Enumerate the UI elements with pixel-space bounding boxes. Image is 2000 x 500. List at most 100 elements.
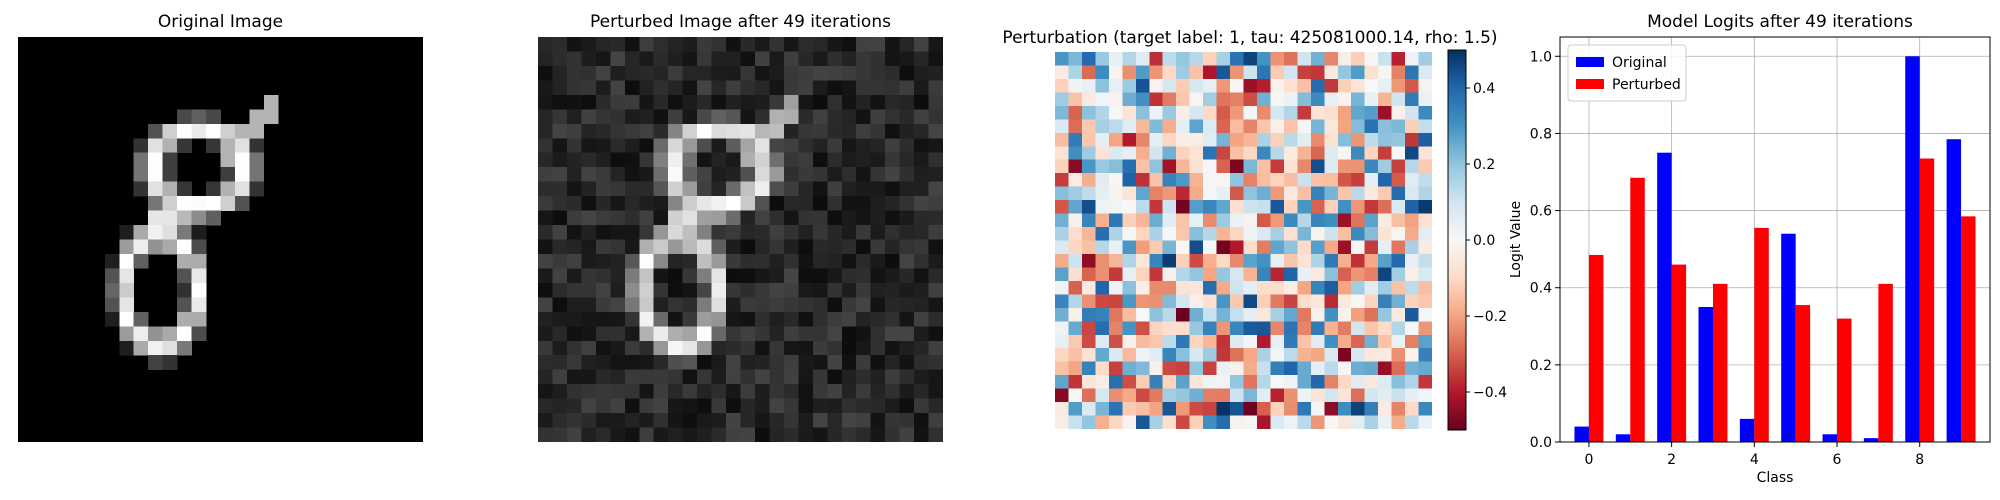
heatmap-cell xyxy=(1391,253,1406,268)
image-pixel xyxy=(711,80,727,96)
heatmap-cell xyxy=(1068,146,1083,160)
heatmap-cell xyxy=(1364,65,1379,80)
image-pixel xyxy=(653,268,669,284)
image-pixel xyxy=(783,355,799,370)
heatmap-cell xyxy=(1256,334,1271,349)
heatmap-cell xyxy=(1122,253,1137,268)
image-pixel xyxy=(624,253,640,269)
image-pixel xyxy=(914,37,929,52)
image-pixel xyxy=(856,225,871,240)
heatmap-cell xyxy=(1364,186,1379,201)
image-pixel xyxy=(624,123,640,139)
image-pixel xyxy=(827,94,843,110)
image-pixel xyxy=(162,123,178,139)
heatmap-cell xyxy=(1230,92,1244,107)
heatmap-cell xyxy=(1068,240,1083,255)
heatmap-cell xyxy=(1176,294,1190,309)
bar-perturbed xyxy=(1961,216,1976,442)
image-pixel xyxy=(928,340,943,356)
heatmap-cell xyxy=(1256,253,1271,268)
image-pixel xyxy=(148,326,163,342)
image-pixel xyxy=(856,109,871,125)
image-pixel xyxy=(711,384,727,399)
image-pixel xyxy=(885,326,900,342)
image-pixel xyxy=(740,181,756,197)
image-pixel xyxy=(538,427,553,442)
image-pixel xyxy=(812,282,828,298)
heatmap-cell xyxy=(1243,92,1258,107)
heatmap-cell xyxy=(1055,173,1069,187)
image-pixel xyxy=(639,94,655,110)
heatmap-cell xyxy=(1324,388,1339,403)
heatmap-cell xyxy=(1230,173,1244,187)
heatmap-cell xyxy=(1391,227,1406,241)
image-pixel xyxy=(726,210,741,226)
image-pixel xyxy=(899,225,915,240)
image-pixel xyxy=(914,326,929,342)
image-pixel xyxy=(682,65,698,81)
heatmap-cell xyxy=(1324,186,1339,201)
image-pixel xyxy=(148,181,163,197)
heatmap-cell xyxy=(1324,200,1339,214)
image-pixel xyxy=(914,196,929,211)
heatmap-cell xyxy=(1081,186,1096,201)
heatmap-cell xyxy=(1230,294,1244,309)
heatmap-cell xyxy=(1162,307,1177,322)
image-pixel xyxy=(726,239,741,255)
image-pixel xyxy=(711,326,727,342)
image-pixel xyxy=(928,196,943,211)
image-pixel xyxy=(754,181,770,197)
image-pixel xyxy=(697,181,712,197)
heatmap-cell xyxy=(1162,105,1177,120)
heatmap-cell xyxy=(1351,348,1365,362)
image-pixel xyxy=(538,94,553,110)
image-pixel xyxy=(624,138,640,154)
heatmap-cell xyxy=(1081,213,1096,228)
image-pixel xyxy=(552,152,568,168)
image-pixel xyxy=(552,138,568,154)
heatmap-cell xyxy=(1135,415,1150,429)
heatmap-cell xyxy=(1405,388,1419,403)
heatmap-cell xyxy=(1176,119,1190,134)
image-pixel xyxy=(740,253,756,269)
image-pixel xyxy=(552,282,568,298)
image-pixel xyxy=(754,196,770,211)
image-pixel xyxy=(610,239,626,255)
heatmap-cell xyxy=(1324,105,1339,120)
image-pixel xyxy=(610,384,626,399)
image-pixel xyxy=(624,152,640,168)
image-pixel xyxy=(552,80,568,96)
image-pixel xyxy=(538,253,553,269)
image-pixel xyxy=(566,268,582,284)
image-pixel xyxy=(899,210,915,226)
image-pixel xyxy=(899,152,915,168)
image-pixel xyxy=(653,225,669,240)
heatmap-cell xyxy=(1270,348,1285,362)
image-pixel xyxy=(928,51,943,67)
image-pixel xyxy=(610,340,626,356)
bar-perturbed xyxy=(1712,283,1728,442)
image-pixel xyxy=(697,239,712,255)
image-pixel xyxy=(885,268,900,284)
heatmap-cell xyxy=(1337,78,1352,93)
heatmap-cell xyxy=(1122,375,1137,389)
image-pixel xyxy=(841,65,857,81)
image-pixel xyxy=(682,225,698,240)
image-pixel xyxy=(653,51,669,67)
image-pixel xyxy=(740,413,756,428)
heatmap-cell xyxy=(1176,105,1190,120)
image-pixel xyxy=(798,355,814,370)
image-pixel xyxy=(682,253,698,269)
image-pixel xyxy=(133,253,149,269)
heatmap-cell xyxy=(1364,119,1379,134)
image-pixel xyxy=(711,413,727,428)
heatmap-cell xyxy=(1297,334,1312,349)
heatmap-cell xyxy=(1203,280,1217,295)
heatmap-cell xyxy=(1391,132,1406,147)
heatmap-cell xyxy=(1122,186,1137,201)
y-tick-label: 0.6 xyxy=(1530,204,1552,220)
heatmap-cell xyxy=(1203,146,1217,160)
image-pixel xyxy=(885,282,900,298)
image-pixel xyxy=(754,109,770,125)
heatmap-cell xyxy=(1364,415,1379,429)
